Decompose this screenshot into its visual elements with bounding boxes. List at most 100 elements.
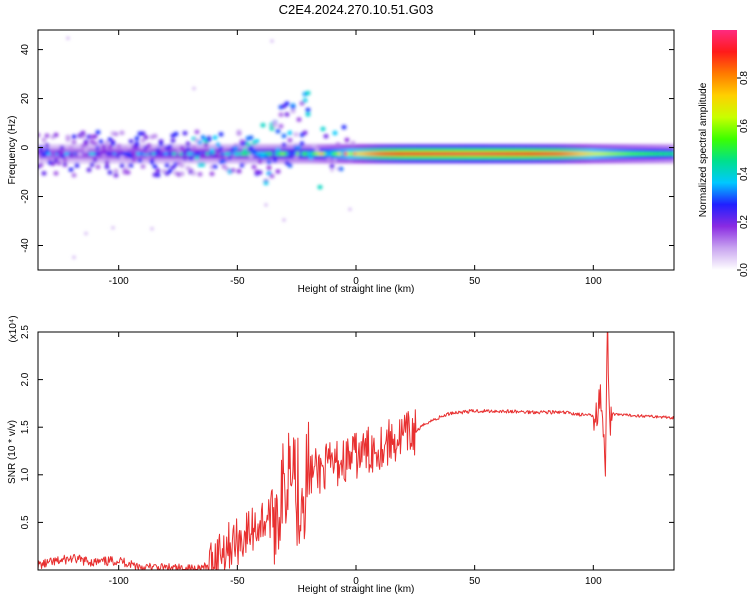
heatmap-cell xyxy=(434,151,438,156)
heatmap-cell xyxy=(614,144,618,149)
heatmap-cell xyxy=(488,159,492,164)
heatmap-cell xyxy=(518,155,522,160)
heatmap-cell xyxy=(629,155,633,160)
heatmap-cell xyxy=(359,155,363,160)
heatmap-cell xyxy=(203,155,207,160)
heatmap-cell xyxy=(464,144,468,149)
heatmap-cell xyxy=(407,151,411,156)
heatmap-cell xyxy=(611,147,615,152)
heatmap-blob xyxy=(329,164,335,169)
heatmap-cell xyxy=(422,147,426,152)
heatmap-cell xyxy=(587,151,591,156)
heatmap-cell xyxy=(335,151,339,156)
heatmap-cell xyxy=(521,151,525,156)
heatmap-cell xyxy=(305,144,309,149)
heatmap-blob xyxy=(65,137,71,142)
heatmap-cell xyxy=(140,144,144,149)
heatmap-cell xyxy=(551,144,555,149)
snr-x-label: Height of straight line (km) xyxy=(298,584,415,595)
heatmap-cell xyxy=(308,159,312,164)
heatmap-cell xyxy=(251,159,255,164)
heatmap-cell xyxy=(617,159,621,164)
heatmap-cell xyxy=(239,144,243,149)
heatmap-cell xyxy=(356,159,360,164)
heatmap-cell xyxy=(281,159,285,164)
heatmap-cell xyxy=(392,159,396,164)
heatmap-cell xyxy=(386,144,390,149)
heatmap-blob xyxy=(53,132,59,138)
heatmap-cell xyxy=(605,151,609,156)
heatmap-cell xyxy=(452,144,456,149)
heatmap-cell xyxy=(668,159,672,164)
heatmap-blob xyxy=(98,139,104,144)
heatmap-cell xyxy=(341,155,345,160)
heatmap-blob xyxy=(152,133,158,139)
heatmap-cell xyxy=(242,144,246,149)
heatmap-cell xyxy=(524,151,528,156)
heatmap-cell xyxy=(665,151,669,156)
heatmap-cell xyxy=(575,144,579,149)
heatmap-cell xyxy=(596,155,600,160)
heatmap-cell xyxy=(650,151,654,156)
heatmap-cell xyxy=(338,151,342,156)
heatmap-cell xyxy=(542,144,546,149)
heatmap-blob xyxy=(197,140,203,145)
heatmap-cell xyxy=(602,144,606,149)
heatmap-cell xyxy=(476,155,480,160)
heatmap-blob xyxy=(152,164,158,169)
heatmap-cell xyxy=(383,159,387,164)
heatmap-cell xyxy=(239,147,243,152)
spectrogram-y-tick-label: 20 xyxy=(20,93,31,105)
heatmap-cell xyxy=(410,159,414,164)
heatmap-cell xyxy=(380,147,384,152)
heatmap-cell xyxy=(473,147,477,152)
heatmap-cell xyxy=(638,155,642,160)
heatmap-blob xyxy=(332,130,338,136)
heatmap-cell xyxy=(242,151,246,156)
heatmap-cell xyxy=(446,144,450,149)
heatmap-cell xyxy=(659,144,663,149)
heatmap-cell xyxy=(416,144,420,149)
heatmap-cell xyxy=(305,151,309,156)
heatmap-cell xyxy=(476,144,480,149)
spectrogram-heatmap xyxy=(38,36,674,260)
heatmap-blob xyxy=(305,112,311,117)
heatmap-cell xyxy=(515,147,519,152)
heatmap-cell xyxy=(614,159,618,164)
heatmap-cell xyxy=(74,144,78,149)
heatmap-speck xyxy=(282,218,286,222)
heatmap-blob xyxy=(92,134,98,139)
heatmap-cell xyxy=(137,155,141,160)
heatmap-cell xyxy=(488,155,492,160)
heatmap-cell xyxy=(302,151,306,156)
heatmap-cell xyxy=(215,159,219,164)
heatmap-blob xyxy=(110,141,116,146)
heatmap-blob xyxy=(200,153,206,158)
heatmap-cell xyxy=(248,159,252,164)
heatmap-cell xyxy=(227,144,231,149)
heatmap-cell xyxy=(80,159,84,164)
heatmap-cell xyxy=(470,159,474,164)
heatmap-cell xyxy=(563,155,567,160)
heatmap-blob xyxy=(302,98,308,103)
heatmap-cell xyxy=(77,159,81,164)
heatmap-cell xyxy=(485,144,489,149)
heatmap-cell xyxy=(662,147,666,152)
heatmap-blob xyxy=(188,156,194,161)
heatmap-cell xyxy=(509,159,513,164)
heatmap-cell xyxy=(632,147,636,152)
heatmap-cell xyxy=(317,159,321,164)
heatmap-cell xyxy=(497,155,501,160)
heatmap-cell xyxy=(548,151,552,156)
heatmap-cell xyxy=(533,144,537,149)
heatmap-cell xyxy=(158,159,162,164)
heatmap-blob xyxy=(101,148,107,154)
heatmap-cell xyxy=(668,144,672,149)
heatmap-cell xyxy=(173,155,177,160)
spectrogram-y-label: Frequency (Hz) xyxy=(7,116,18,185)
heatmap-cell xyxy=(452,155,456,160)
heatmap-cell xyxy=(218,144,222,149)
heatmap-cell xyxy=(371,151,375,156)
heatmap-blob xyxy=(284,101,290,106)
